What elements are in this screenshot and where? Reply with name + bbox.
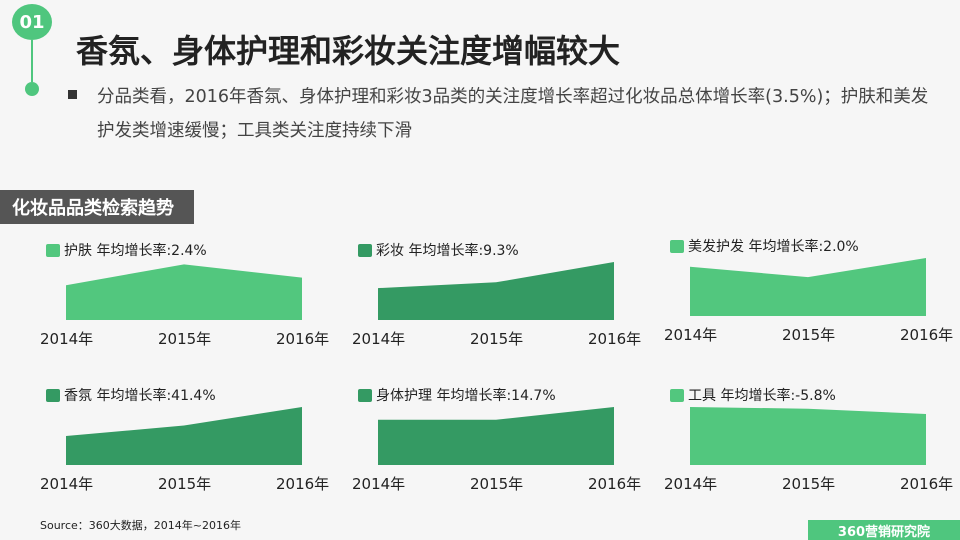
legend-label: 彩妆 年均增长率:9.3% — [376, 243, 519, 259]
area-chart — [378, 407, 614, 465]
chart-legend: 工具 年均增长率:-5.8% — [670, 385, 836, 405]
x-tick-label: 2015年 — [158, 475, 212, 493]
x-tick-label: 2016年 — [588, 330, 642, 348]
area-chart — [690, 258, 926, 316]
x-tick-label: 2015年 — [470, 475, 524, 493]
chart-panel-tools: 工具 年均增长率:-5.8% 2014年 2015年 2016年 — [660, 385, 960, 505]
chart-panel-haircare: 美发护发 年均增长率:2.0% 2014年 2015年 2016年 — [660, 236, 960, 356]
chart-panel-makeup: 彩妆 年均增长率:9.3% 2014年 2015年 2016年 — [348, 240, 648, 360]
chart-legend: 香氛 年均增长率:41.4% — [46, 385, 216, 405]
x-tick-label: 2014年 — [40, 475, 94, 493]
page-title: 香氛、身体护理和彩妆关注度增幅较大 — [76, 32, 621, 70]
x-tick-label: 2016年 — [588, 475, 642, 493]
legend-label: 香氛 年均增长率:41.4% — [64, 388, 216, 404]
x-tick-label: 2015年 — [158, 330, 212, 348]
badge-dot — [25, 82, 39, 96]
legend-label: 护肤 年均增长率:2.4% — [64, 243, 207, 259]
chart-panel-bodycare: 身体护理 年均增长率:14.7% 2014年 2015年 2016年 — [348, 385, 648, 505]
legend-swatch — [670, 239, 684, 253]
description-text: 分品类看，2016年香氛、身体护理和彩妆3品类的关注度增长率超过化妆品总体增长率… — [97, 87, 929, 141]
area-series — [66, 264, 302, 320]
chart-legend: 护肤 年均增长率:2.4% — [46, 240, 207, 260]
chart-panel-skincare: 护肤 年均增长率:2.4% 2014年 2015年 2016年 — [36, 240, 336, 360]
x-tick-label: 2016年 — [276, 475, 330, 493]
badge-connector — [31, 40, 33, 82]
legend-swatch — [670, 388, 684, 402]
area-series — [66, 407, 302, 465]
x-tick-label: 2014年 — [40, 330, 94, 348]
x-tick-label: 2016年 — [276, 330, 330, 348]
legend-swatch — [358, 388, 372, 402]
area-series — [378, 262, 614, 320]
legend-label: 身体护理 年均增长率:14.7% — [376, 388, 556, 404]
bullet-icon — [68, 90, 77, 99]
legend-swatch — [46, 388, 60, 402]
x-tick-label: 2014年 — [352, 330, 406, 348]
area-series — [690, 258, 926, 316]
area-chart — [66, 407, 302, 465]
chart-legend: 彩妆 年均增长率:9.3% — [358, 240, 519, 260]
area-chart — [378, 262, 614, 320]
area-chart — [66, 264, 302, 320]
chart-legend: 身体护理 年均增长率:14.7% — [358, 385, 556, 405]
x-tick-label: 2015年 — [782, 475, 836, 493]
brand-logo: 360营销研究院 — [808, 520, 960, 540]
x-tick-label: 2014年 — [664, 326, 718, 344]
x-tick-label: 2014年 — [664, 475, 718, 493]
x-tick-label: 2016年 — [900, 326, 954, 344]
source-note: Source：360大数据，2014年~2016年 — [40, 519, 241, 532]
x-tick-label: 2015年 — [782, 326, 836, 344]
chart-panel-fragrance: 香氛 年均增长率:41.4% 2014年 2015年 2016年 — [36, 385, 336, 505]
legend-label: 工具 年均增长率:-5.8% — [688, 388, 836, 404]
area-series — [378, 407, 614, 465]
area-chart — [690, 407, 926, 465]
legend-label: 美发护发 年均增长率:2.0% — [688, 239, 859, 255]
section-number-badge: 01 — [12, 4, 52, 40]
legend-swatch — [358, 243, 372, 257]
x-tick-label: 2016年 — [900, 475, 954, 493]
x-tick-label: 2015年 — [470, 330, 524, 348]
area-series — [690, 407, 926, 465]
section-label: 化妆品品类检索趋势 — [0, 190, 194, 224]
x-tick-label: 2014年 — [352, 475, 406, 493]
chart-legend: 美发护发 年均增长率:2.0% — [670, 236, 859, 256]
legend-swatch — [46, 243, 60, 257]
